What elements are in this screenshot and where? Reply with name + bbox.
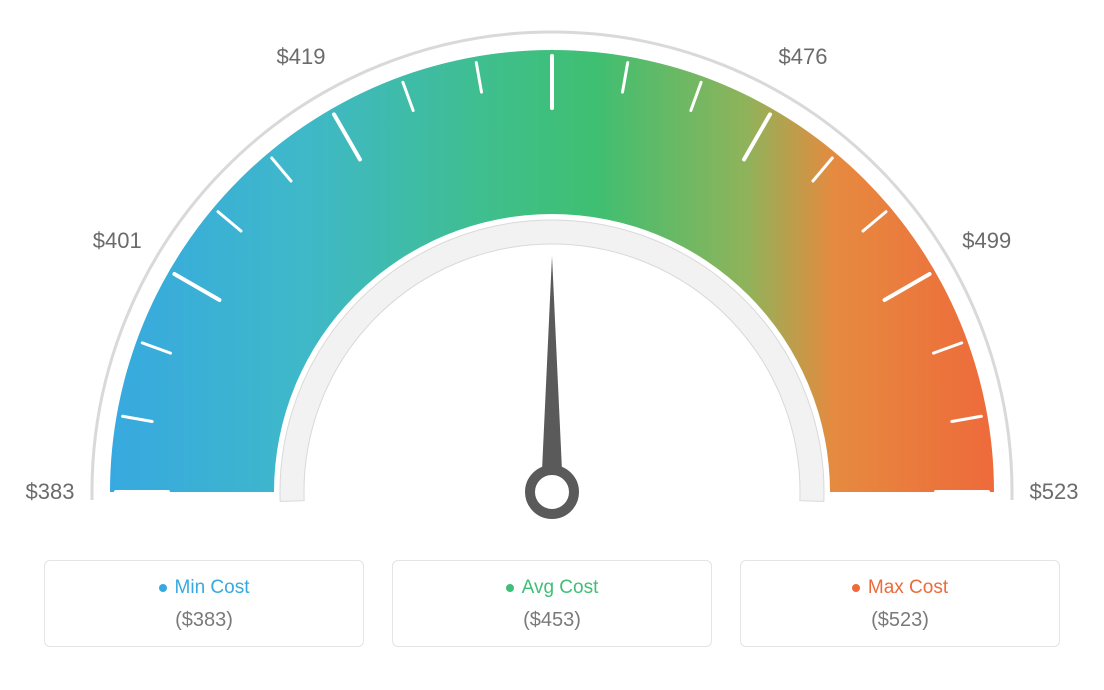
legend-avg: Avg Cost ($453) xyxy=(392,560,712,647)
dot-icon xyxy=(852,584,860,592)
gauge-tick-label: $499 xyxy=(962,228,1011,254)
gauge-chart: $383 $401 $419 $453 $476 $499 $523 xyxy=(0,0,1104,560)
legend-max-title: Max Cost xyxy=(751,577,1049,599)
legend-min-title: Min Cost xyxy=(55,577,353,599)
legend-max-value: ($523) xyxy=(751,609,1049,632)
gauge-tick-label: $453 xyxy=(528,0,577,3)
legend-avg-label: Avg Cost xyxy=(522,577,599,598)
dot-icon xyxy=(159,584,167,592)
legend-max: Max Cost ($523) xyxy=(740,560,1060,647)
gauge-tick-label: $401 xyxy=(93,228,142,254)
legend-min: Min Cost ($383) xyxy=(44,560,364,647)
legend-avg-title: Avg Cost xyxy=(403,577,701,599)
legend-avg-value: ($453) xyxy=(403,609,701,632)
gauge-tick-label: $419 xyxy=(277,44,326,70)
legend-max-label: Max Cost xyxy=(868,577,948,598)
gauge-tick-label: $476 xyxy=(779,44,828,70)
dot-icon xyxy=(506,584,514,592)
gauge-svg xyxy=(0,0,1104,560)
gauge-tick-label: $523 xyxy=(1030,479,1079,505)
legend-min-value: ($383) xyxy=(55,609,353,632)
gauge-tick-label: $383 xyxy=(26,479,75,505)
legend: Min Cost ($383) Avg Cost ($453) Max Cost… xyxy=(0,560,1104,667)
legend-min-label: Min Cost xyxy=(175,577,250,598)
